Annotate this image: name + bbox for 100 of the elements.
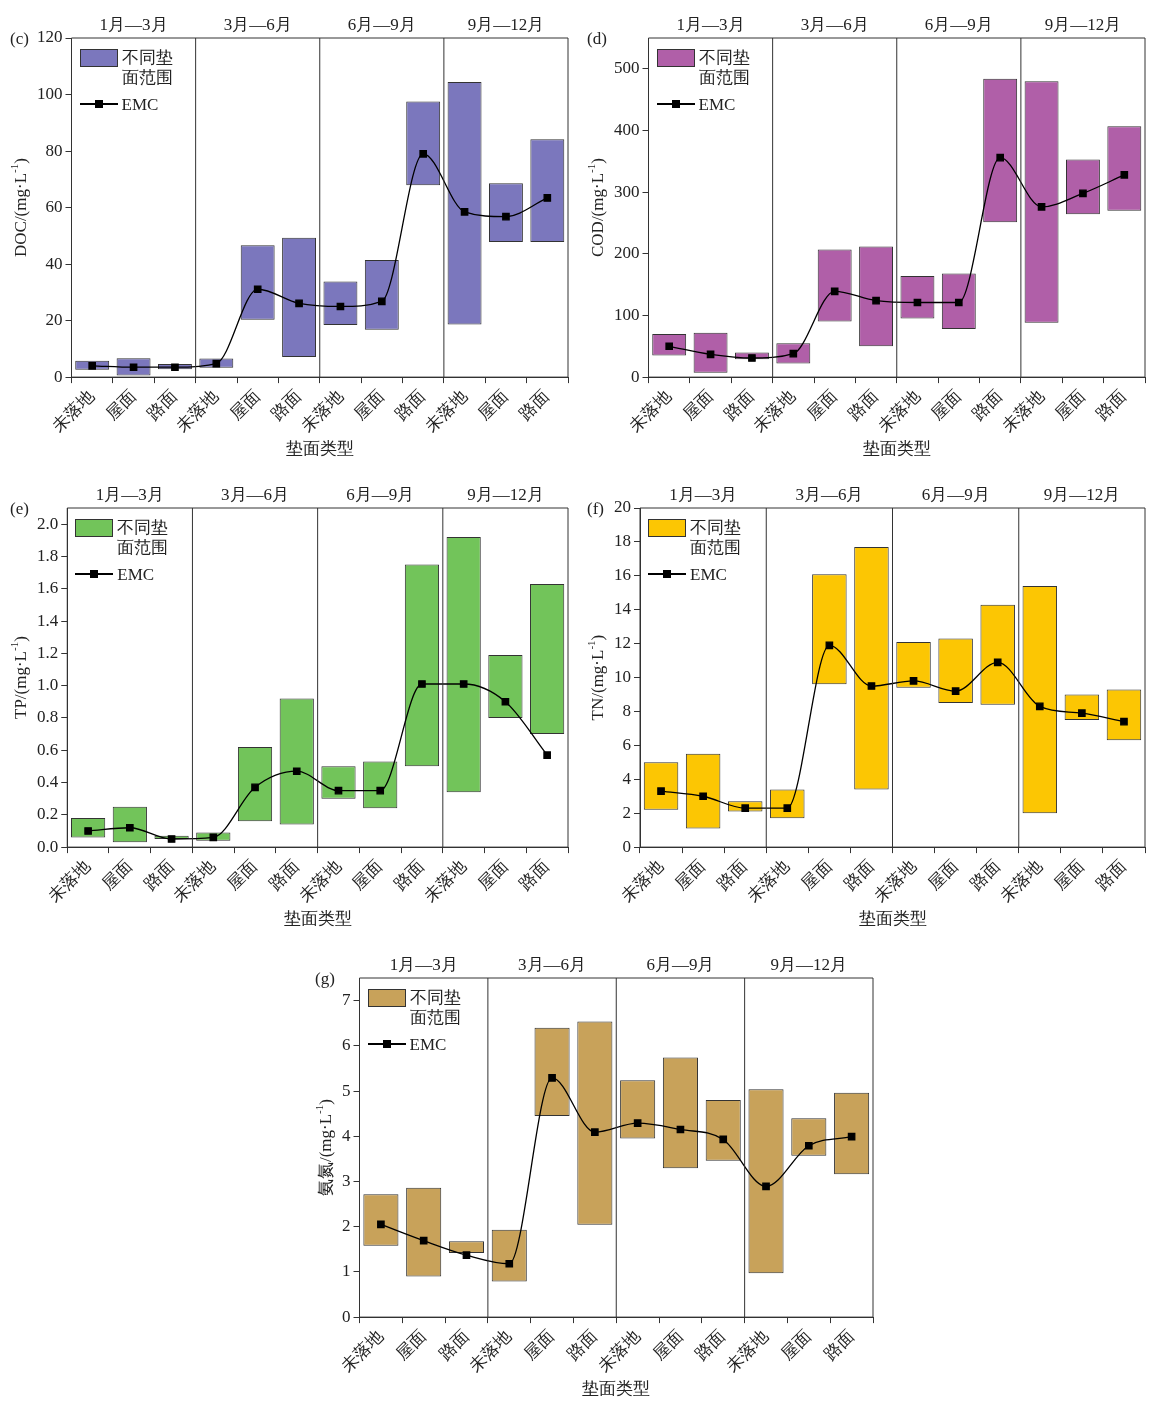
point <box>706 350 715 359</box>
x-axis-title: 垫面类型 <box>858 909 927 929</box>
x-tick-label: 路面 <box>820 1325 858 1364</box>
y-tick-label: 0.0 <box>37 836 59 856</box>
y-tick-label: 100 <box>614 304 640 324</box>
legend-label: EMC <box>409 1035 447 1055</box>
x-axis-title: 垫面类型 <box>285 439 354 459</box>
point <box>376 786 385 795</box>
y-tick-label: 10 <box>614 667 631 687</box>
legend-label: 不同垫面范围 <box>121 48 174 88</box>
y-tick-label: 2.0 <box>37 513 59 533</box>
text: 3月—6月 <box>800 15 869 34</box>
point <box>253 285 262 294</box>
y-tick-label: 3 <box>342 1170 351 1190</box>
text: 3月—6月 <box>795 485 864 504</box>
text: 3月—6月 <box>518 955 587 974</box>
y-tick-label: 40 <box>45 253 63 273</box>
point <box>212 359 221 368</box>
point <box>909 677 918 685</box>
y-tick-label: 0 <box>631 366 640 386</box>
x-tick-label: 屋面 <box>777 1325 815 1364</box>
x-tick-label: 未落地 <box>44 855 95 906</box>
y-tick-label: 0.4 <box>37 771 59 791</box>
text: 1月—3月 <box>95 485 164 504</box>
point <box>171 363 179 372</box>
y-tick-label: 1.6 <box>37 578 59 598</box>
y-tick-label: 0.8 <box>37 707 59 727</box>
point <box>502 212 510 221</box>
y-tick-label: 14 <box>614 599 632 619</box>
text: 6月—9月 <box>347 15 416 34</box>
point <box>251 783 259 792</box>
x-tick-label: 屋面 <box>348 855 387 894</box>
y-axis-title: TN/(mg·L-1) <box>585 634 608 721</box>
text: 1月—3月 <box>99 15 168 34</box>
point <box>548 1074 556 1082</box>
y-tick-label: 80 <box>45 140 63 160</box>
y-tick-label: 12 <box>614 633 631 653</box>
point <box>748 354 756 362</box>
point <box>377 1220 385 1229</box>
x-tick-label: 屋面 <box>797 855 836 894</box>
legend-label: EMC <box>121 95 159 115</box>
y-tick-label: 4 <box>622 768 632 788</box>
point <box>1079 189 1087 198</box>
point <box>847 1132 856 1141</box>
point <box>292 767 301 776</box>
x-tick-label: 屋面 <box>226 385 264 424</box>
y-tick-label: 1.0 <box>37 675 59 695</box>
y-axis-title: 氨氮/(mg·L-1) <box>313 1099 336 1197</box>
point <box>543 751 551 759</box>
x-tick-label: 屋面 <box>392 1325 430 1364</box>
y-tick-label: 400 <box>614 119 640 139</box>
y-axis-title: COD/(mg·L-1) <box>585 158 608 258</box>
y-tick-label: 2 <box>622 802 631 822</box>
y-tick-label: 18 <box>614 531 631 551</box>
point <box>872 296 880 305</box>
point <box>741 804 750 812</box>
y-tick-label: 16 <box>614 565 631 585</box>
x-tick-label: 屋面 <box>671 855 710 894</box>
legend-label: EMC <box>117 565 155 585</box>
text: 1月—3月 <box>669 485 738 504</box>
point <box>954 298 963 307</box>
x-tick-label: 未落地 <box>48 385 99 436</box>
point <box>762 1182 770 1191</box>
text: 1月—3月 <box>389 955 458 974</box>
legend-label: EMC <box>690 565 727 585</box>
y-axis-title: TP/(mg·L-1) <box>8 636 31 719</box>
point <box>377 297 386 306</box>
text: 3月—6月 <box>223 15 292 34</box>
y-tick-label: 4 <box>342 1125 351 1145</box>
legend-label: EMC <box>698 95 736 115</box>
text: 6月—9月 <box>921 485 990 504</box>
y-tick-label: 1 <box>342 1261 351 1281</box>
y-tick-label: 300 <box>614 181 640 201</box>
chart-title: (f) <box>587 499 604 518</box>
point <box>543 194 552 202</box>
y-tick-label: 0.6 <box>37 739 59 759</box>
point <box>804 1141 813 1150</box>
point <box>993 658 1002 667</box>
y-tick-label: 60 <box>45 197 63 217</box>
x-tick-label: 屋面 <box>1050 855 1088 894</box>
y-tick-label: 0 <box>622 836 631 856</box>
text: 6月—9月 <box>646 955 715 974</box>
point <box>719 1135 728 1144</box>
text: 9月—12月 <box>1044 15 1122 34</box>
y-tick-label: 1.4 <box>37 610 59 630</box>
x-tick-label: 屋面 <box>102 385 140 424</box>
x-tick-label: 屋面 <box>350 385 388 424</box>
point <box>633 1119 642 1127</box>
y-tick-label: 5 <box>342 1080 351 1100</box>
y-tick-label: 120 <box>37 27 63 47</box>
y-tick-label: 0 <box>54 366 63 386</box>
x-tick-label: 屋面 <box>223 855 262 894</box>
text: 9月—12月 <box>467 15 545 34</box>
point <box>419 1236 428 1245</box>
x-tick-label: 屋面 <box>803 385 841 424</box>
legend-label: 不同垫面范围 <box>690 518 742 558</box>
y-tick-label: 200 <box>614 243 640 263</box>
x-tick-label: 屋面 <box>98 855 136 894</box>
point <box>657 787 665 795</box>
y-tick-label: 0 <box>342 1306 351 1326</box>
